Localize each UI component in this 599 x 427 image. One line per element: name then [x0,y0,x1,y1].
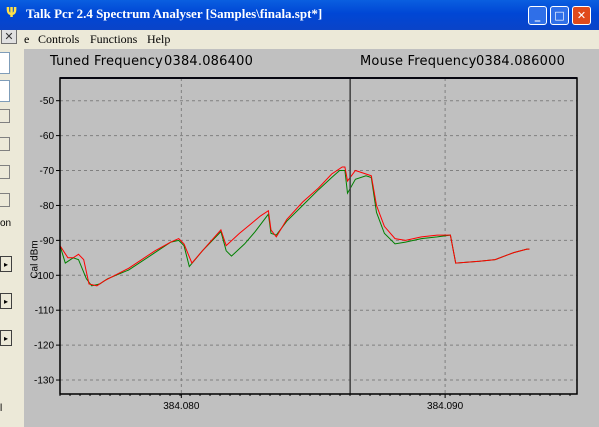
y-tick-label: -110 [35,306,55,317]
x-tick-label: 384.080 [163,401,200,412]
y-tick-label: -50 [40,96,55,107]
maximize-button[interactable]: □ [550,6,569,25]
menu-bar: e Controls Functions Help [24,30,599,49]
mouse-frequency-label: Mouse Frequency [360,54,477,69]
background-window: ✕ on ▸ ▸ ▸ l [0,0,25,427]
close-button[interactable]: ✕ [572,6,591,25]
background-input-2[interactable] [0,80,10,102]
antenna-icon: Ψ [6,6,18,21]
series-line-red [59,166,530,287]
background-dropdown-4[interactable] [0,193,10,207]
menu-file-partial[interactable]: e [24,32,30,46]
spectrum-panel: Tuned Frequency 0384.086400 Mouse Freque… [24,49,599,427]
y-tick-label: -80 [40,201,55,212]
y-tick-label: -70 [40,166,55,177]
background-arrow-button-3[interactable]: ▸ [0,330,12,346]
window-title: Talk Pcr 2.4 Spectrum Analyser [Samples\… [26,6,323,21]
background-arrow-button-1[interactable]: ▸ [0,256,12,272]
menu-help[interactable]: Help [147,32,171,46]
background-dropdown-1[interactable] [0,109,10,123]
menu-controls[interactable]: Controls [38,32,80,46]
background-label-on: on [0,218,12,229]
tuned-frequency-value: 0384.086400 [164,54,254,69]
minimize-button[interactable]: _ [528,6,547,25]
y-tick-label: -120 [34,341,54,352]
plot-area [60,78,577,394]
y-tick-label: -100 [34,271,54,282]
y-tick-label: -60 [40,131,55,142]
mouse-frequency-value: 0384.086000 [476,54,566,69]
title-bar[interactable]: Ψ Talk Pcr 2.4 Spectrum Analyser [Sample… [0,0,599,30]
background-arrow-button-2[interactable]: ▸ [0,293,12,309]
background-dropdown-3[interactable] [0,165,10,179]
y-tick-label: -90 [40,236,55,247]
background-label-l: l [0,403,3,414]
background-dropdown-2[interactable] [0,137,10,151]
x-tick-label: 384.090 [427,401,464,412]
background-input-1[interactable] [0,52,10,74]
spectrum-chart[interactable]: -50 -60 -70 -80 -90 -100 -110 -120 -130 384.080 38… [24,49,599,427]
menu-functions[interactable]: Functions [90,32,138,46]
y-tick-label: -130 [34,376,54,387]
plot-frame [59,77,578,395]
tuned-frequency-label: Tuned Frequency [50,54,163,69]
